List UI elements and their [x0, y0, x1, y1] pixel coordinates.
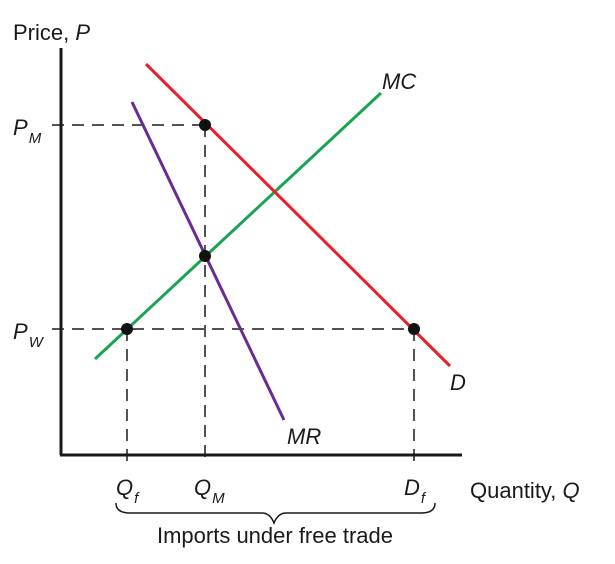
- mc-label: MC: [382, 69, 416, 94]
- df-label: Df: [404, 475, 427, 507]
- demand-label: D: [450, 370, 466, 395]
- point-qf: [121, 323, 133, 335]
- y-axis-label: Price, P: [13, 20, 90, 45]
- point-monopoly-price: [199, 119, 211, 131]
- imports-brace: [115, 502, 436, 526]
- demand-curve: [144, 62, 452, 368]
- qf-label: Qf: [116, 475, 140, 507]
- qm-label: QM: [194, 475, 225, 507]
- mr-label: MR: [287, 424, 321, 449]
- x-axis-label: Quantity, Q: [470, 478, 580, 503]
- imports-label: Imports under free trade: [157, 523, 393, 548]
- pw-label: PW: [13, 319, 45, 351]
- pm-label: PM: [13, 115, 42, 147]
- mc-curve: [93, 91, 383, 361]
- point-df: [408, 323, 420, 335]
- point-mc-mr: [199, 250, 211, 262]
